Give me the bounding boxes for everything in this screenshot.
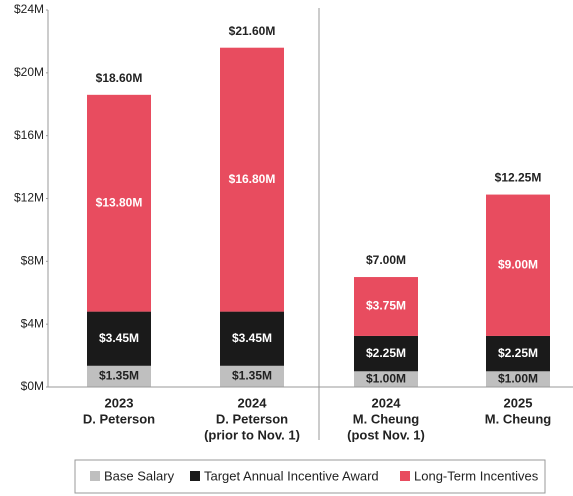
value-label: $3.75M xyxy=(366,299,406,313)
x-tick-label: D. Peterson xyxy=(83,411,155,426)
bar-segment xyxy=(87,311,151,366)
x-tick-label: 2023 xyxy=(105,395,134,410)
legend-swatch xyxy=(90,471,100,481)
y-tick-label: $8M xyxy=(21,254,44,268)
x-tick-label: (post Nov. 1) xyxy=(347,427,425,442)
legend-label: Target Annual Incentive Award xyxy=(204,468,379,483)
value-label: $3.45M xyxy=(232,331,272,345)
total-label: $21.60M xyxy=(229,24,276,38)
value-label: $16.80M xyxy=(229,172,276,186)
bar-segment xyxy=(486,335,550,372)
y-tick-label: $20M xyxy=(14,65,44,79)
legend-swatch xyxy=(190,471,200,481)
x-tick-label: 2024 xyxy=(238,395,268,410)
x-tick-label: M. Cheung xyxy=(485,411,551,426)
bar-segment xyxy=(87,94,151,312)
value-label: $1.35M xyxy=(232,369,272,383)
bar-segment xyxy=(87,365,151,387)
legend-swatch xyxy=(400,471,410,481)
y-tick-label: $24M xyxy=(14,2,44,16)
bar-segment xyxy=(220,365,284,387)
x-tick-label: (prior to Nov. 1) xyxy=(204,427,300,442)
y-tick-label: $0M xyxy=(21,379,44,393)
value-label: $1.00M xyxy=(498,371,538,385)
legend-label: Long-Term Incentives xyxy=(414,468,539,483)
total-label: $18.60M xyxy=(96,71,143,85)
y-tick-label: $4M xyxy=(21,316,44,330)
x-tick-label: 2025 xyxy=(504,395,533,410)
x-tick-label: 2024 xyxy=(372,395,402,410)
value-label: $1.35M xyxy=(99,369,139,383)
bar-segment xyxy=(220,47,284,312)
x-tick-label: M. Cheung xyxy=(353,411,419,426)
bar-segment xyxy=(486,194,550,336)
value-label: $1.00M xyxy=(366,371,406,385)
bar-segment xyxy=(220,311,284,366)
bar-segment xyxy=(354,371,418,387)
bar-segment xyxy=(354,277,418,336)
bar-segment xyxy=(486,371,550,387)
value-label: $2.25M xyxy=(498,346,538,360)
y-tick-label: $16M xyxy=(14,128,44,142)
legend-label: Base Salary xyxy=(104,468,175,483)
value-label: $9.00M xyxy=(498,257,538,271)
value-label: $2.25M xyxy=(366,346,406,360)
bar-segment xyxy=(354,335,418,372)
y-tick-label: $12M xyxy=(14,191,44,205)
value-label: $13.80M xyxy=(96,195,143,209)
total-label: $7.00M xyxy=(366,253,406,267)
value-label: $3.45M xyxy=(99,331,139,345)
legend-box xyxy=(74,459,546,494)
x-tick-label: D. Peterson xyxy=(216,411,288,426)
total-label: $12.25M xyxy=(495,171,542,185)
